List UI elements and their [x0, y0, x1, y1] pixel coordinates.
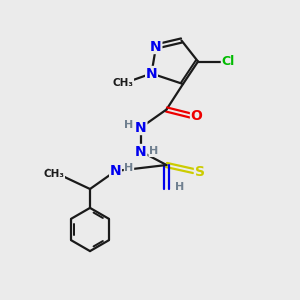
- Text: S: S: [194, 166, 205, 179]
- Text: N: N: [135, 121, 147, 134]
- Text: CH₃: CH₃: [112, 77, 134, 88]
- Text: N: N: [135, 145, 147, 158]
- Text: N: N: [110, 164, 121, 178]
- Text: N: N: [146, 67, 157, 80]
- Text: N: N: [150, 40, 162, 53]
- Text: O: O: [190, 109, 202, 122]
- Text: H: H: [176, 182, 184, 193]
- Text: H: H: [149, 146, 158, 157]
- Text: CH₃: CH₃: [44, 169, 64, 179]
- Text: H: H: [124, 163, 134, 173]
- Text: Cl: Cl: [221, 55, 235, 68]
- Text: H: H: [124, 119, 133, 130]
